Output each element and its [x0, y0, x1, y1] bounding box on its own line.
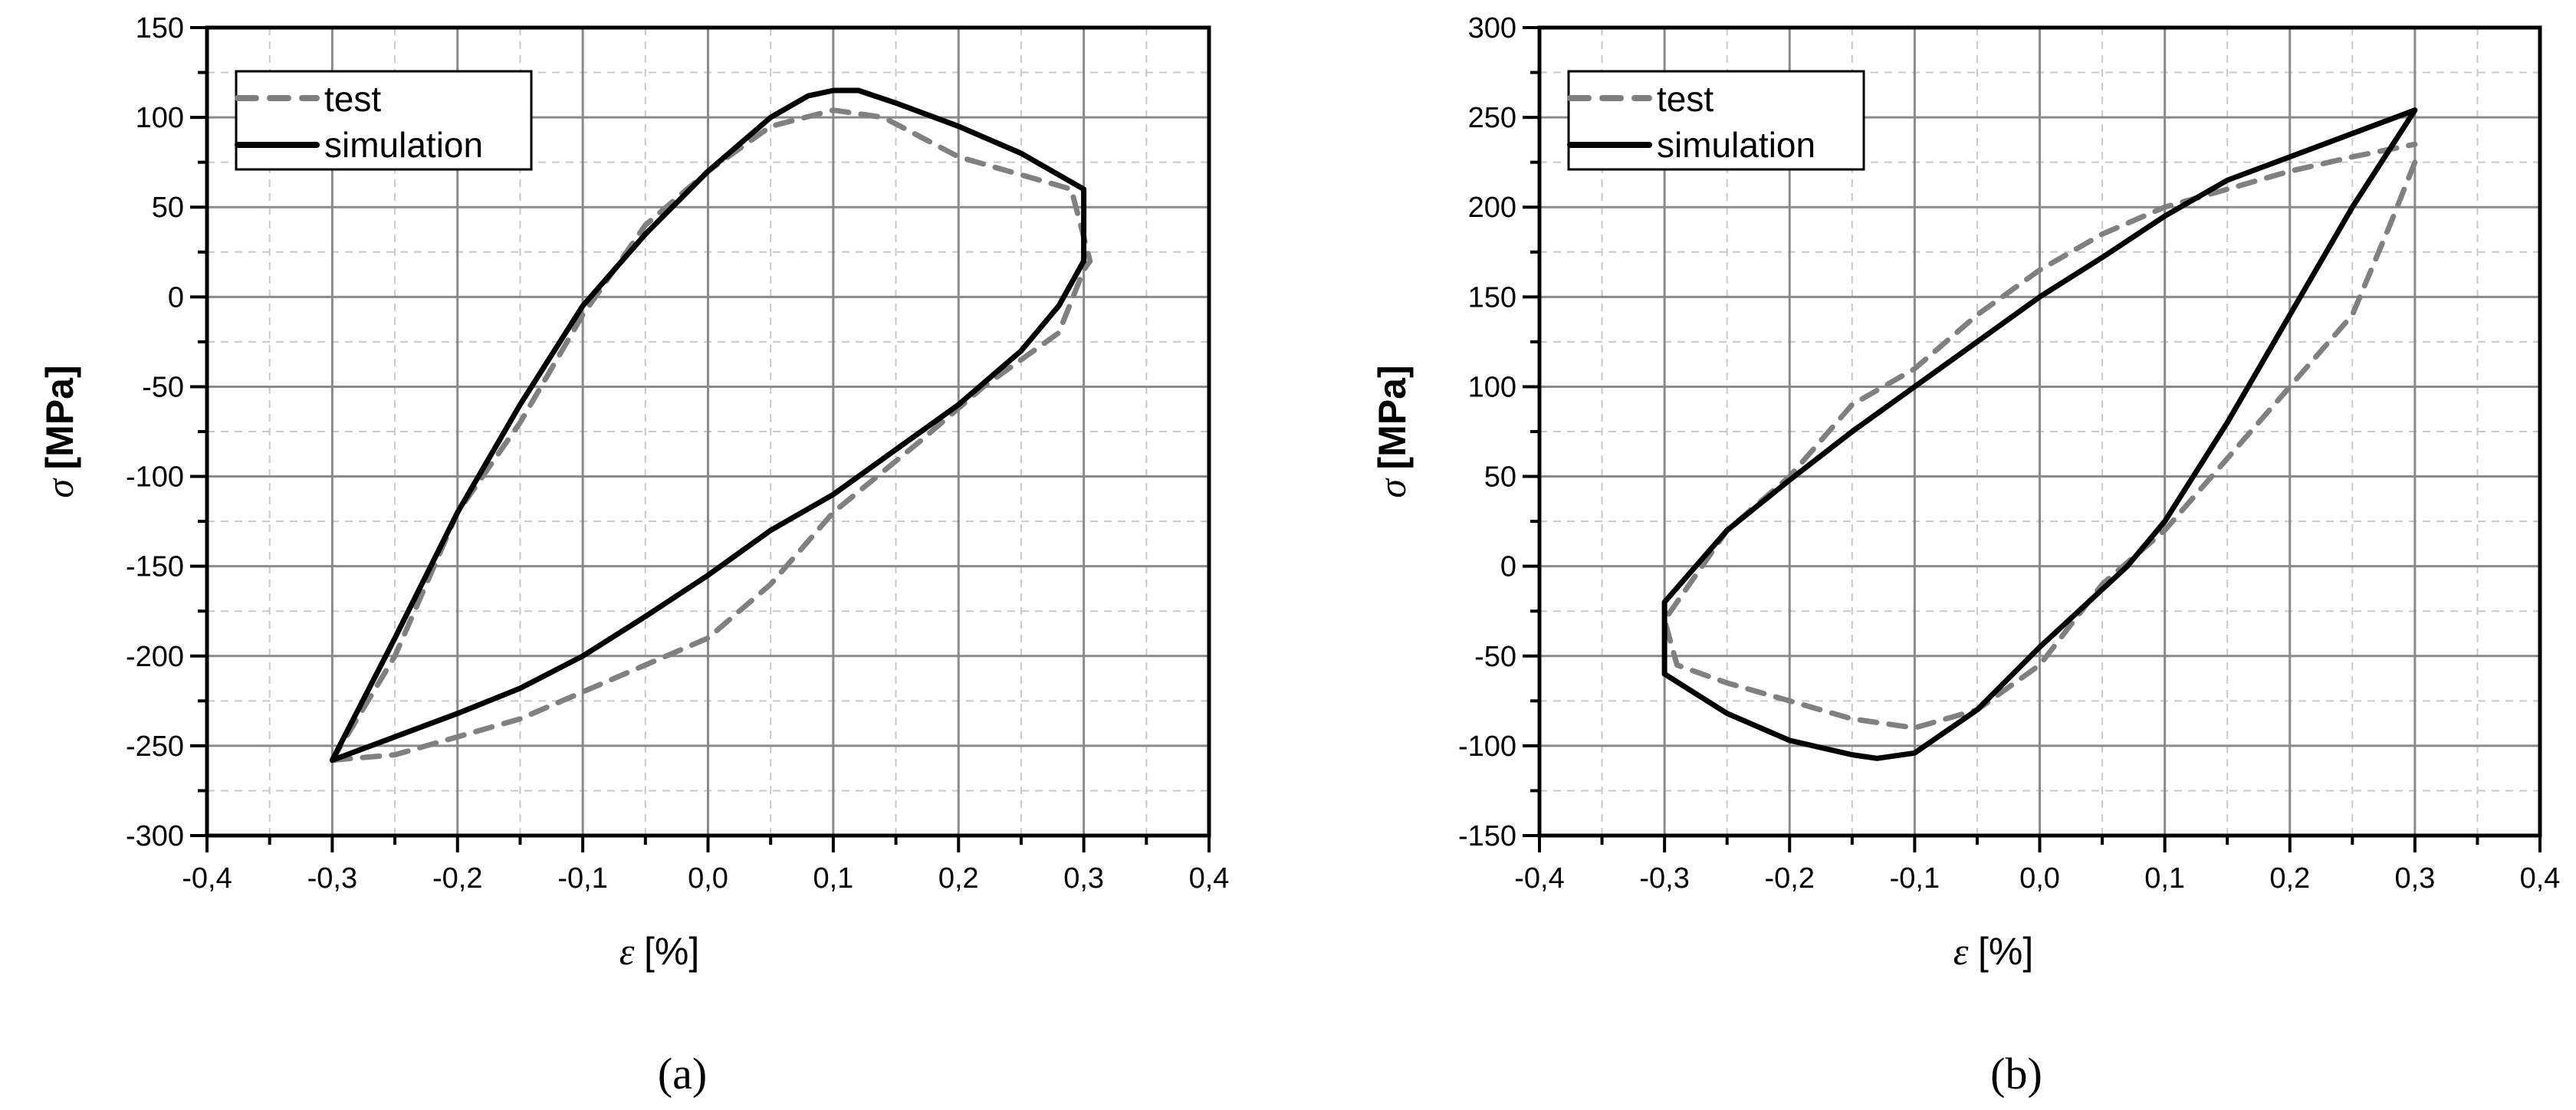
- y-tick-label: 0: [168, 281, 184, 314]
- legend-label-test: test: [1657, 79, 1714, 119]
- chart-panel-a: -0,4 -0,3 -0,2 -0,1 0,0 0,1 0,2 0,3 0,4 150 100 50 0…: [38, 12, 1229, 1099]
- y-tick-label: 100: [136, 102, 184, 134]
- y-tick-label: 100: [1468, 371, 1516, 403]
- series-simulation: [1661, 107, 2418, 761]
- legend: test simulation: [235, 70, 533, 171]
- y-axis-title: σ [MPa]: [1371, 365, 1414, 498]
- legend: test simulation: [1567, 70, 1865, 171]
- x-tick-label: 0,0: [2019, 862, 2060, 895]
- y-tick-label: 150: [136, 12, 184, 44]
- x-tick-label: -0,2: [1765, 862, 1815, 895]
- legend-label-simulation: simulation: [1657, 125, 1815, 165]
- x-tick-label: -0,1: [1890, 862, 1940, 895]
- x-axis-title: ε [%]: [619, 930, 699, 973]
- axis-ticks: -0,4 -0,3 -0,2 -0,1 0,0 0,1 0,2 0,3 0,4 300 250 200…: [1458, 12, 2560, 895]
- x-tick-label: -0,2: [432, 862, 482, 895]
- y-tick-label: 150: [1468, 281, 1516, 314]
- series-test: [329, 107, 1093, 764]
- y-tick-label: -250: [126, 731, 184, 763]
- panel-caption: (a): [658, 1049, 707, 1099]
- x-tick-label: 0,3: [2394, 862, 2435, 895]
- panel-caption: (b): [1990, 1049, 2042, 1099]
- legend-label-test: test: [324, 79, 381, 119]
- y-tick-label: 250: [1468, 102, 1516, 134]
- y-tick-label: 50: [1484, 461, 1516, 494]
- y-tick-label: -150: [126, 551, 184, 583]
- x-tick-label: -0,4: [182, 862, 232, 895]
- y-tick-label: -50: [142, 371, 184, 403]
- y-tick-label: 0: [1500, 551, 1516, 583]
- y-tick-label: -100: [1458, 731, 1516, 763]
- series-simulation: [329, 87, 1087, 764]
- y-tick-label: 200: [1468, 192, 1516, 224]
- x-tick-label: 0,1: [2144, 862, 2185, 895]
- x-tick-label: 0,2: [938, 862, 979, 895]
- y-tick-label: -100: [126, 461, 184, 494]
- y-tick-label: 50: [152, 192, 184, 224]
- x-tick-label: -0,3: [307, 862, 357, 895]
- x-tick-label: 0,1: [813, 862, 853, 895]
- y-axis-title: σ [MPa]: [38, 365, 81, 498]
- x-tick-label: -0,1: [557, 862, 607, 895]
- x-tick-label: 0,4: [1189, 862, 1230, 895]
- axis-ticks: -0,4 -0,3 -0,2 -0,1 0,0 0,1 0,2 0,3 0,4 150 100 50 0…: [126, 12, 1229, 895]
- x-tick-label: -0,3: [1639, 862, 1689, 895]
- x-axis-title: ε [%]: [1953, 930, 2033, 973]
- y-tick-label: -300: [126, 820, 184, 852]
- y-tick-label: 300: [1468, 12, 1516, 44]
- x-tick-label: 0,4: [2520, 862, 2561, 895]
- legend-label-simulation: simulation: [324, 125, 483, 165]
- x-tick-label: 0,3: [1063, 862, 1104, 895]
- x-tick-label: 0,0: [688, 862, 728, 895]
- series-test: [1661, 141, 2418, 731]
- y-tick-label: -150: [1458, 820, 1516, 852]
- y-tick-label: -200: [126, 641, 184, 673]
- y-tick-label: -50: [1474, 641, 1516, 673]
- x-tick-label: 0,2: [2269, 862, 2310, 895]
- chart-panel-b: -0,4 -0,3 -0,2 -0,1 0,0 0,1 0,2 0,3 0,4 300 250 200…: [1371, 12, 2560, 1099]
- x-tick-label: -0,4: [1514, 862, 1564, 895]
